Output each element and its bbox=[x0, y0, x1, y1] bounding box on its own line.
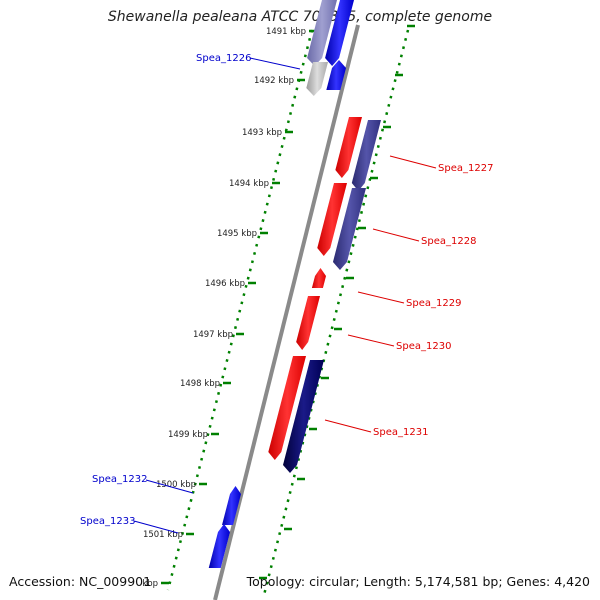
gene-arrow-red-spea-1230 bbox=[296, 296, 320, 350]
gene-arrow-navy-spea-1231 bbox=[283, 360, 324, 473]
scale-tick-label: 1500 kbp bbox=[156, 480, 196, 490]
scale-tick-label: 1491 kbp bbox=[266, 27, 306, 37]
gene-arrow-blue-spea-1226 bbox=[326, 60, 346, 90]
gene-arrow-purple-top bbox=[307, 0, 337, 66]
genome-summary: Topology: circular; Length: 5,174,581 bp… bbox=[246, 574, 590, 589]
gene-label[interactable]: Spea_1229 bbox=[406, 298, 461, 309]
gene-arrow-blue-spea-1233 bbox=[208, 524, 230, 568]
gene-label-leader bbox=[145, 479, 194, 494]
gene-arrow-red-spea-1231 bbox=[268, 356, 306, 460]
gene-label-leader bbox=[133, 520, 179, 534]
gene-arrow-purple-spea-1227 bbox=[351, 120, 381, 191]
gene-label-leader bbox=[324, 419, 372, 433]
gene-label[interactable]: Spea_1232 bbox=[92, 474, 147, 485]
gene-arrow-blue-spea-1232 bbox=[222, 486, 241, 525]
gene-label-leader bbox=[249, 57, 301, 70]
scale-tick-label: 1493 kbp bbox=[242, 128, 282, 138]
genome-title: Shewanella pealeana ATCC 700345, complet… bbox=[107, 9, 493, 25]
gene-label-leader bbox=[389, 155, 437, 169]
accession-label: Accession: NC_009901 bbox=[9, 574, 152, 589]
gene-arrow-blue-top bbox=[325, 0, 354, 66]
gene-labels: Spea_1226 Spea_1227 Spea_1228 Spea_1229 Spea… bbox=[80, 53, 493, 527]
gene-label[interactable]: Spea_1228 bbox=[421, 236, 476, 247]
gene-label-leader bbox=[357, 291, 405, 304]
gene-arrow-grey-spea-1226 bbox=[306, 62, 328, 96]
gene-label-leader bbox=[347, 334, 395, 347]
gene-arrow-red-spea-1229 bbox=[311, 268, 326, 288]
genome-backbone bbox=[213, 24, 360, 600]
scale-tick-label: 1498 kbp bbox=[180, 379, 220, 389]
gene-arrow-red-spea-1227 bbox=[335, 117, 362, 178]
gene-label[interactable]: Spea_1227 bbox=[438, 163, 493, 174]
gene-arrow-purple-spea-1228 bbox=[332, 188, 366, 270]
scale-tick-label: 1499 kbp bbox=[168, 430, 208, 440]
scale-tick-label: 1494 kbp bbox=[229, 179, 269, 189]
scale-tick-label: 1495 kbp bbox=[217, 229, 257, 239]
scale-tick-label: 1501 kbp bbox=[143, 530, 183, 540]
label-leaders bbox=[133, 57, 437, 534]
gene-features bbox=[208, 0, 381, 568]
gene-label[interactable]: Spea_1226 bbox=[196, 53, 251, 64]
inner-scale-line bbox=[166, 29, 314, 591]
outer-scale-line bbox=[262, 29, 410, 596]
scale-tick-label: 1497 kbp bbox=[193, 330, 233, 340]
scale-ticks: 1491 kbp 1492 kbp 1493 kbp 1494 kbp 1495 kbp… bbox=[142, 24, 415, 589]
gene-label-leader bbox=[372, 228, 420, 242]
scale-tick-label: kbp bbox=[142, 579, 158, 589]
gene-arrow-red-spea-1228 bbox=[317, 183, 347, 256]
gene-label[interactable]: Spea_1231 bbox=[373, 427, 428, 438]
scale-tick-label: 1496 kbp bbox=[205, 279, 245, 289]
scale-tick-label: 1492 kbp bbox=[254, 76, 294, 86]
gene-label[interactable]: Spea_1230 bbox=[396, 341, 451, 352]
gene-label[interactable]: Spea_1233 bbox=[80, 516, 135, 527]
